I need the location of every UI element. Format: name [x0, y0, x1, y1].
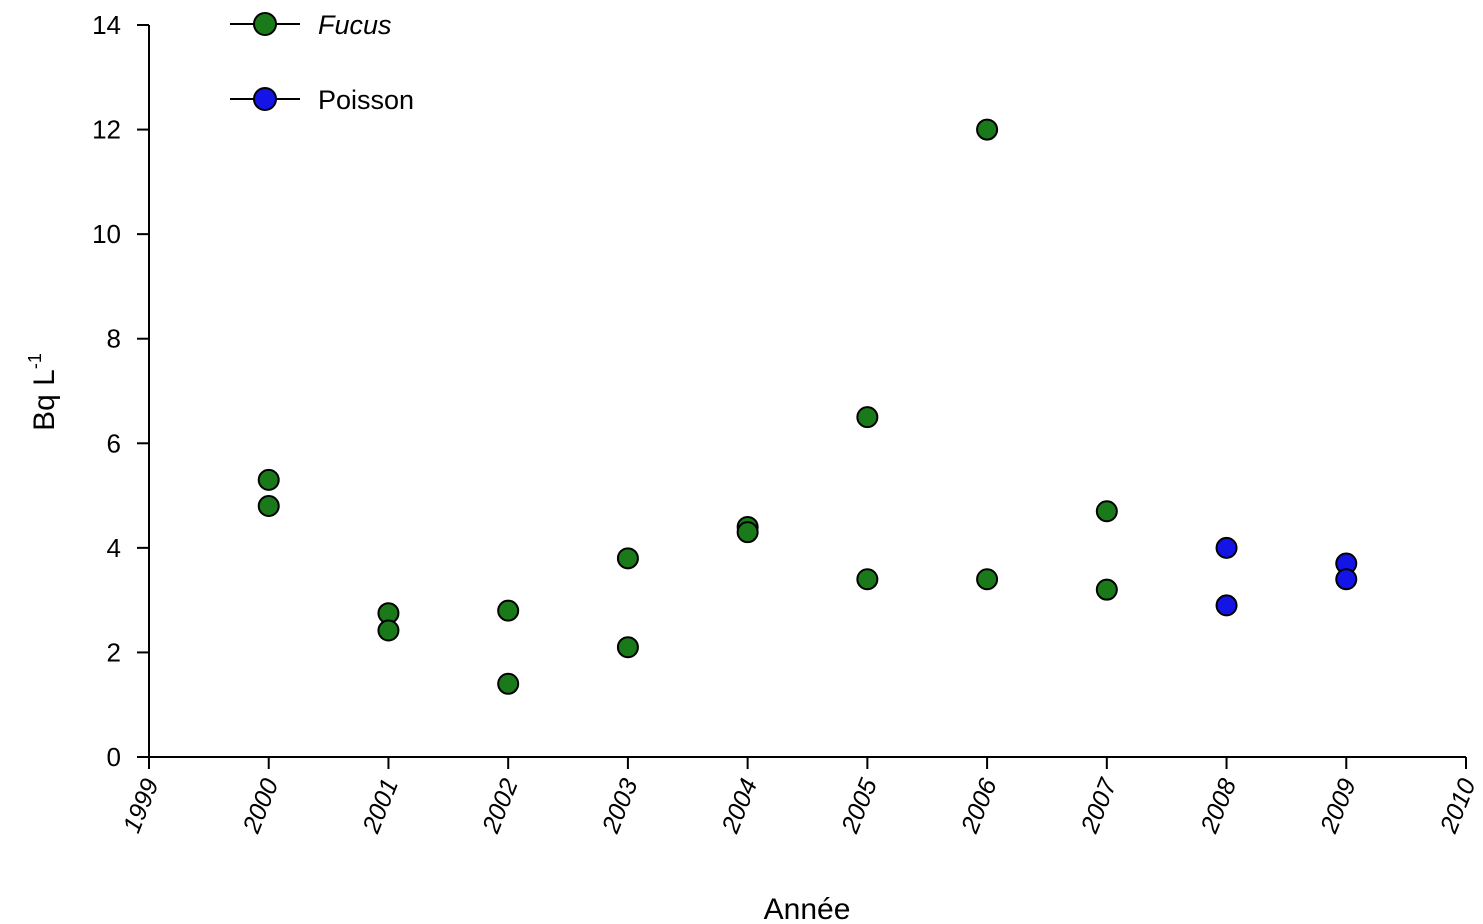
x-tick-label: 2007 [1075, 774, 1123, 838]
legend-item-fucus: Fucus [230, 10, 392, 40]
data-points [257, 118, 1358, 695]
data-point-fucus [257, 468, 280, 491]
x-tick-label: 2000 [237, 775, 284, 838]
x-tick-label: 2005 [836, 775, 883, 838]
data-point-fucus [856, 568, 879, 591]
x-tick-label: 2006 [955, 775, 1002, 838]
data-point-poisson [1215, 594, 1238, 617]
y-axis-title: Bq L-1 [25, 353, 61, 431]
data-point-poisson [1335, 568, 1358, 591]
data-point-fucus [497, 599, 520, 622]
y-tick-label: 12 [92, 115, 121, 145]
data-point-fucus [377, 619, 400, 642]
data-point-fucus [497, 672, 520, 695]
y-tick-label: 6 [107, 428, 121, 458]
x-tick-label: 2010 [1434, 775, 1481, 838]
series-poisson [1215, 536, 1358, 617]
x-tick-label: 2001 [357, 775, 404, 838]
data-point-fucus [616, 547, 639, 570]
data-point-fucus [976, 568, 999, 591]
y-tick-label: 14 [92, 10, 121, 40]
data-point-fucus [1095, 500, 1118, 523]
data-point-fucus [736, 521, 759, 544]
data-point-fucus [856, 406, 879, 429]
data-point-fucus [616, 636, 639, 659]
legend-item-poisson: Poisson [230, 85, 414, 115]
legend-label: Poisson [318, 85, 414, 115]
y-tick-label: 4 [107, 533, 121, 563]
y-tick-label: 8 [107, 324, 121, 354]
x-tick-label: 2003 [596, 775, 643, 838]
data-point-fucus [976, 118, 999, 141]
legend-marker [253, 87, 277, 111]
y-tick-label: 10 [92, 219, 121, 249]
x-tick-label: 1999 [118, 775, 165, 837]
y-tick-label: 0 [107, 742, 121, 772]
y-tick-label: 2 [107, 637, 121, 667]
data-point-fucus [257, 495, 280, 518]
x-tick-label: 2008 [1195, 775, 1242, 838]
legend: Fucus Poisson [230, 10, 414, 115]
x-tick-label: 2002 [477, 775, 524, 838]
axes: 0 2 4 6 8 10 12 14 1999 2000 2001 2002 2003 2004 2005 2… [92, 10, 1482, 838]
y-axis-title-superscript: -1 [25, 353, 45, 369]
y-axis-title-group: Bq L-1 [25, 353, 61, 431]
series-fucus [257, 118, 1118, 695]
legend-label: Fucus [318, 10, 392, 40]
x-tick-label: 2004 [716, 775, 763, 838]
data-point-poisson [1215, 536, 1238, 559]
data-point-fucus [1095, 578, 1118, 601]
legend-marker [253, 12, 277, 36]
x-tick-label: 2009 [1315, 775, 1362, 838]
x-axis-title: Année [764, 893, 851, 924]
